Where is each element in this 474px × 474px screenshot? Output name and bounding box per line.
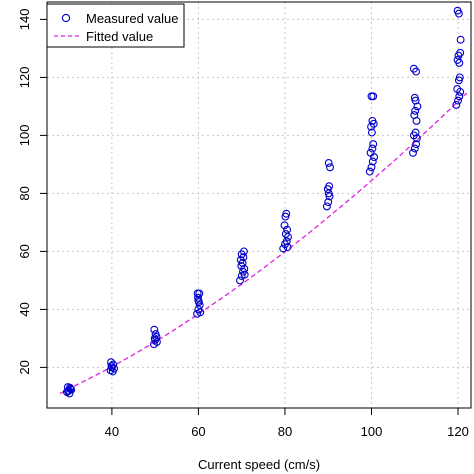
measured-point (456, 48, 465, 57)
measured-point (412, 140, 421, 149)
measured-point (366, 148, 375, 157)
measured-point (367, 128, 376, 137)
measured-point (240, 270, 249, 279)
measured-point (324, 198, 333, 207)
measured-point (413, 102, 422, 111)
measured-point (368, 157, 377, 166)
measured-point (194, 296, 203, 305)
measured-point (455, 58, 464, 67)
measured-point (365, 167, 374, 176)
measured-point (325, 182, 334, 191)
x-axis-title: Current speed (cm/s) (198, 457, 320, 472)
measured-point (326, 163, 334, 172)
legend: Measured value Fitted value (46, 3, 185, 48)
x-tick-label: 60 (191, 424, 205, 439)
measured-point (239, 247, 248, 256)
measured-point (279, 244, 288, 253)
measured-point (280, 221, 289, 230)
measured-points-layer (62, 6, 465, 398)
y-tick-label: 140 (17, 9, 32, 31)
measured-point (411, 106, 420, 115)
measured-point (150, 334, 159, 343)
measured-point (151, 330, 160, 339)
fitted-line-layer (59, 92, 468, 395)
measured-point (410, 93, 419, 102)
measured-point (369, 140, 378, 149)
measured-point (150, 325, 159, 334)
measured-point (194, 293, 202, 302)
x-tick-label: 40 (105, 424, 119, 439)
measured-point (368, 116, 377, 125)
measured-point (453, 6, 462, 15)
measured-point (236, 276, 244, 285)
fitted-curve (59, 92, 468, 395)
measured-point (324, 159, 333, 167)
measured-point (193, 289, 202, 298)
x-tick-label: 80 (278, 424, 292, 439)
measured-point (368, 144, 377, 153)
measured-point (110, 364, 119, 373)
legend-fitted-label: Fitted value (86, 29, 153, 44)
measured-point (454, 96, 462, 105)
measured-point (409, 148, 417, 157)
y-tick-label: 20 (17, 360, 32, 374)
measured-point (453, 85, 462, 93)
measured-point (322, 202, 331, 211)
measured-point (410, 111, 419, 120)
legend-measured-marker (61, 13, 71, 23)
measured-point (236, 256, 245, 265)
measured-point (456, 35, 465, 44)
legend-measured-label: Measured value (86, 11, 179, 26)
measured-point (412, 67, 421, 76)
measured-point (369, 92, 378, 101)
measured-point (282, 237, 291, 246)
measured-point (281, 230, 290, 238)
measured-point (367, 163, 376, 172)
measured-point (283, 243, 292, 252)
measured-point (282, 209, 291, 218)
plot-frame (46, 1, 472, 409)
measured-point (410, 144, 419, 153)
y-tick-label: 60 (17, 244, 32, 258)
measured-point (196, 308, 205, 317)
measured-point (411, 128, 420, 137)
measured-point (283, 225, 292, 234)
measured-point (452, 100, 461, 109)
y-tick-label: 40 (17, 302, 32, 316)
y-tick-label: 80 (17, 186, 32, 200)
y-tick-label: 100 (17, 125, 32, 147)
y-tick-label: 120 (17, 67, 32, 89)
x-tick-label: 100 (361, 424, 383, 439)
measured-point (65, 383, 74, 392)
legend-box (46, 3, 185, 48)
x-axis: 40 60 80 100 120 (105, 408, 469, 439)
measured-point (107, 361, 116, 370)
measured-point (455, 92, 464, 101)
x-tick-label: 120 (447, 424, 469, 439)
measured-point (455, 73, 464, 82)
y-axis: 20 40 60 80 100 120 140 (17, 9, 47, 375)
measured-point (107, 358, 115, 367)
